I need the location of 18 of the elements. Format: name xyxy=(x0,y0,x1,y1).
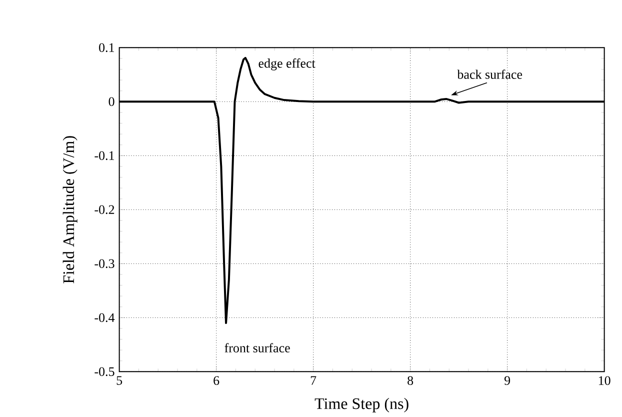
y-tick-label: -0.3 xyxy=(94,259,114,268)
x-tick-label: 5 xyxy=(116,376,122,385)
x-axis-title: Time Step (ns) xyxy=(314,398,408,412)
y-tick-label: -0.2 xyxy=(94,205,114,214)
x-tick-label: 10 xyxy=(598,376,610,386)
y-axis-title: Field Amplitude (V/m) xyxy=(62,136,78,284)
y-tick-label: -0.4 xyxy=(94,313,115,322)
x-tick-label: 7 xyxy=(310,376,316,385)
y-tick-label: 0 xyxy=(108,97,114,106)
y-tick-label: -0.5 xyxy=(94,367,114,376)
y-tick-label: -0.1 xyxy=(94,151,114,160)
y-tick-label: 0.1 xyxy=(99,43,114,52)
x-tick-label: 8 xyxy=(408,376,414,386)
x-tick-label: 6 xyxy=(214,376,220,386)
annotation: back surface xyxy=(457,70,522,80)
x-tick-label: 9 xyxy=(504,376,510,386)
annotation: edge effect xyxy=(258,58,316,71)
annotation: front surface xyxy=(224,343,290,353)
